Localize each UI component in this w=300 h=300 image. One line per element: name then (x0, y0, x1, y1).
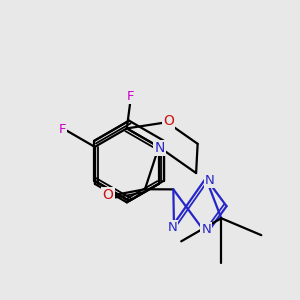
Text: N: N (205, 174, 214, 187)
Text: N: N (154, 141, 165, 154)
Text: N: N (202, 223, 211, 236)
Text: N: N (167, 221, 177, 234)
Text: O: O (103, 188, 113, 203)
Text: F: F (127, 90, 134, 103)
Text: O: O (163, 115, 174, 128)
Text: F: F (59, 123, 66, 136)
